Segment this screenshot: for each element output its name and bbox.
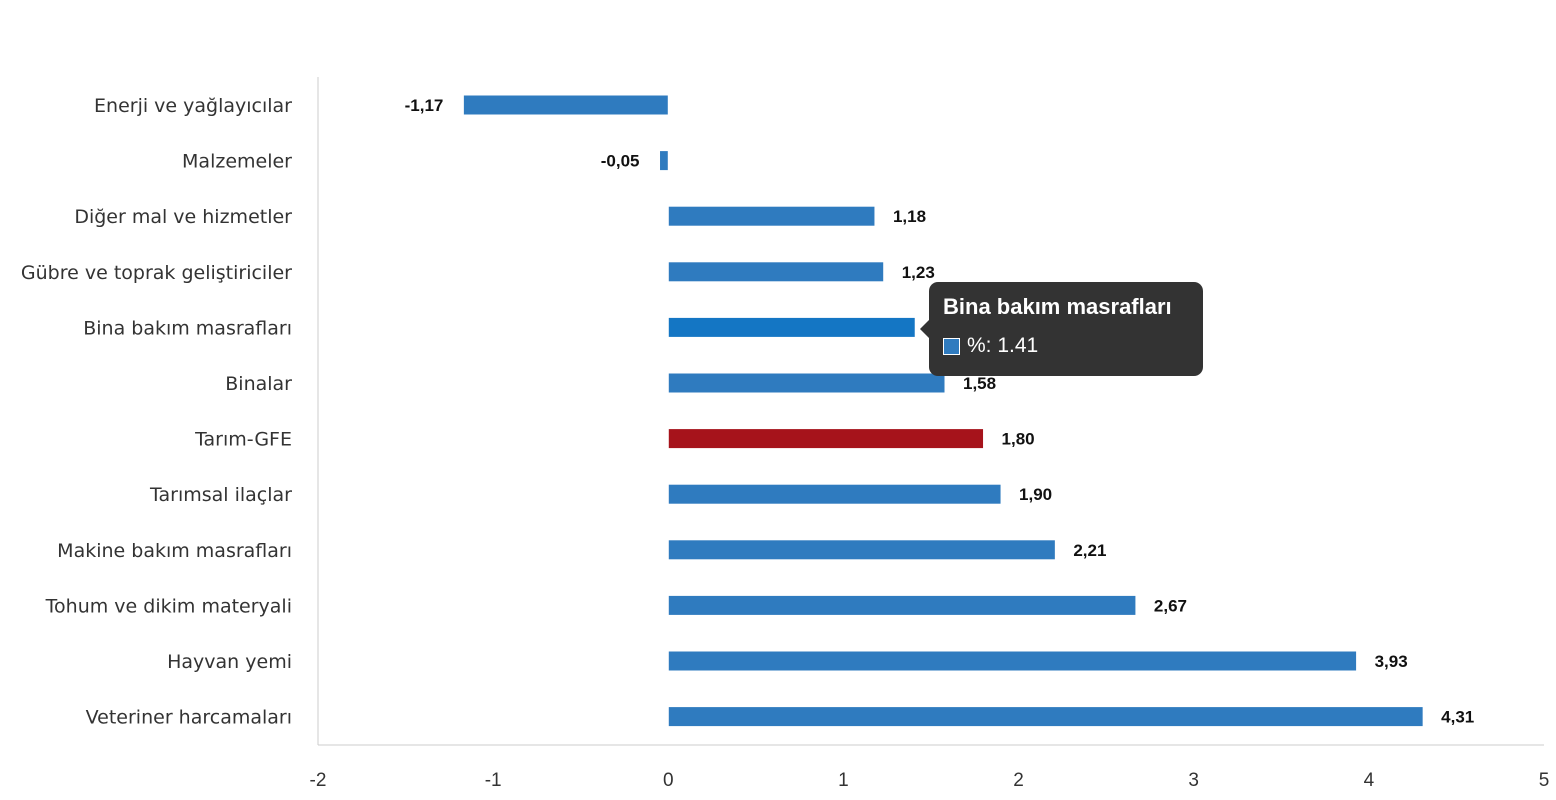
category-label: Veteriner harcamaları <box>86 707 292 729</box>
bar-bina-bakim-masraflari[interactable] <box>667 316 916 338</box>
value-labels: -1,17-0,051,181,231,411,581,801,902,212,… <box>405 96 1475 727</box>
data-label: 3,93 <box>1375 652 1408 671</box>
bar-hayvan-yemi[interactable] <box>667 650 1358 672</box>
x-tick-label: 3 <box>1188 770 1199 791</box>
data-label: 1,58 <box>963 374 996 393</box>
data-label: 1,18 <box>893 207 926 226</box>
category-label: Gübre ve toprak geliştiriciler <box>21 262 292 284</box>
bars-layer <box>462 94 1424 728</box>
x-tick-label: 5 <box>1539 770 1550 791</box>
data-label: 1,90 <box>1019 485 1052 504</box>
bar-enerji-ve-yaglayicilar[interactable] <box>462 94 669 116</box>
category-labels: Enerji ve yağlayıcılar Malzemeler Diğer ma… <box>21 95 292 729</box>
bar-tohum-ve-dikim-materyali[interactable] <box>667 594 1137 616</box>
category-label: Makine bakım masrafları <box>57 540 292 562</box>
bar-tarim-gfe[interactable] <box>667 428 985 450</box>
bar-tarimsal-ilaclar[interactable] <box>667 483 1002 505</box>
category-label: Tohum ve dikim materyali <box>45 595 292 617</box>
chart-tooltip: Bina bakım masrafları %: 1.41 <box>920 282 1203 376</box>
category-label: Diğer mal ve hizmetler <box>74 206 292 228</box>
x-tick-label: -2 <box>310 770 327 791</box>
data-label: -0,05 <box>601 152 640 171</box>
bar-makine-bakim-masraflari[interactable] <box>667 539 1056 561</box>
bar-binalar[interactable] <box>667 372 946 394</box>
bar-veteriner-harcamalari[interactable] <box>667 706 1424 728</box>
category-label: Bina bakım masrafları <box>83 317 292 339</box>
category-label: Tarımsal ilaçlar <box>149 484 292 506</box>
category-label: Malzemeler <box>182 151 292 173</box>
tooltip-series-value: %: 1.41 <box>967 334 1039 357</box>
x-tick-label: 1 <box>838 770 849 791</box>
tooltip-arrow <box>920 320 929 338</box>
tooltip-series-swatch <box>943 337 960 355</box>
x-tick-labels: -2 -1 0 1 2 3 4 5 <box>310 770 1550 791</box>
x-tick-label: 0 <box>663 770 674 791</box>
bar-gubre-ve-toprak-gelistiriciler[interactable] <box>667 261 885 283</box>
category-label: Enerji ve yağlayıcılar <box>94 95 292 117</box>
tooltip-title: Bina bakım masrafları <box>943 294 1172 319</box>
tooltip-series-row: %: 1.41 <box>943 334 1189 358</box>
category-label: Tarım-GFE <box>194 429 292 451</box>
bar-malzemeler[interactable] <box>659 150 669 172</box>
data-label: 1,23 <box>902 263 935 282</box>
bar-diger-mal-ve-hizmetler[interactable] <box>667 205 876 227</box>
data-label: 2,21 <box>1073 541 1106 560</box>
x-tick-label: 2 <box>1013 770 1024 791</box>
category-label: Hayvan yemi <box>167 651 292 673</box>
data-label: 4,31 <box>1441 708 1474 727</box>
x-tick-label: -1 <box>485 770 502 791</box>
data-label: 1,80 <box>1002 430 1035 449</box>
x-tick-label: 4 <box>1364 770 1375 791</box>
data-label: 2,67 <box>1154 596 1187 615</box>
category-label: Binalar <box>225 373 292 395</box>
data-label: -1,17 <box>405 96 444 115</box>
